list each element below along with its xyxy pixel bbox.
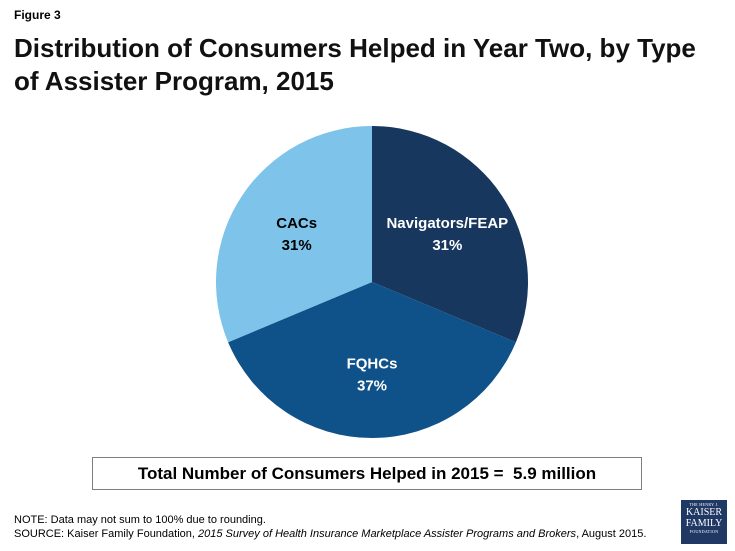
figure-label: Figure 3 — [14, 8, 61, 22]
logo-line-3: FAMILY — [685, 518, 723, 529]
total-consumers-box: Total Number of Consumers Helped in 2015… — [92, 457, 642, 490]
slice-value-fqhcs: 37% — [357, 377, 387, 394]
slice-label-fqhcs: FQHCs — [347, 355, 398, 372]
pie-slice-cacs — [215, 126, 372, 343]
slice-label-cacs: CACs — [276, 215, 317, 232]
source-prefix: SOURCE: Kaiser Family Foundation, — [14, 528, 199, 540]
logo-line-1: THE HENRY J. — [689, 502, 719, 507]
source-title: 2015 Survey of Health Insurance Marketpl… — [198, 528, 577, 540]
source-text: SOURCE: Kaiser Family Foundation, 2015 S… — [14, 527, 646, 541]
note-text: NOTE: Data may not sum to 100% due to ro… — [14, 514, 266, 526]
pie-slice-navigators-feap — [372, 126, 528, 343]
slice-value-navigators-feap: 31% — [432, 237, 462, 254]
kff-logo: THE HENRY J. KAISER FAMILY FOUNDATION — [681, 500, 727, 544]
slice-label-navigators-feap: Navigators/FEAP — [386, 215, 508, 232]
slice-value-cacs: 31% — [282, 237, 312, 254]
logo-line-2: KAISER — [685, 507, 723, 518]
source-suffix: , August 2015. — [576, 528, 647, 540]
logo-line-4: FOUNDATION — [689, 529, 719, 534]
pie-slice-fqhcs — [228, 282, 516, 438]
chart-title: Distribution of Consumers Helped in Year… — [14, 33, 696, 96]
